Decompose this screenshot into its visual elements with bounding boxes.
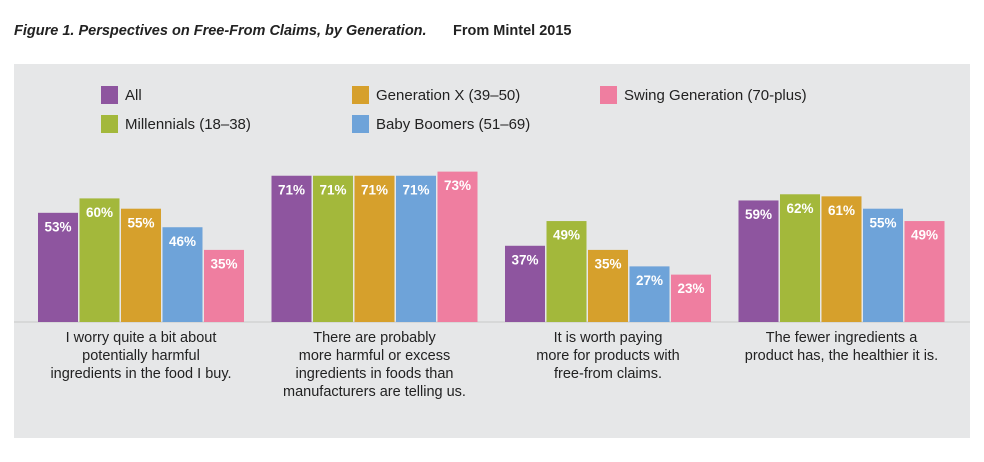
value-label: 71%: [319, 182, 346, 197]
category-label: It is worth paying more for products wit…: [536, 330, 680, 382]
bar: [396, 175, 436, 322]
bar: [313, 175, 353, 322]
value-label: 49%: [911, 228, 938, 243]
value-label: 23%: [677, 281, 704, 296]
legend-swatch: [101, 115, 118, 133]
bar: [588, 249, 628, 322]
bar: [271, 175, 312, 322]
bar: [505, 245, 545, 322]
value-label: 60%: [86, 205, 113, 220]
value-label: 49%: [553, 228, 580, 243]
legend-label: Swing Generation (70-plus): [624, 87, 807, 104]
chart-title: Figure 1. Perspectives on Free-From Clai…: [14, 23, 427, 39]
value-label: 71%: [278, 182, 305, 197]
value-label: 61%: [828, 203, 855, 218]
value-label: 35%: [210, 256, 237, 271]
category-label: I worry quite a bit about potentially ha…: [50, 330, 232, 382]
value-label: 71%: [402, 182, 429, 197]
bar: [821, 196, 862, 322]
value-label: 53%: [44, 219, 71, 234]
value-label: 62%: [786, 201, 813, 216]
value-label: 37%: [511, 252, 538, 267]
bar: [121, 208, 161, 322]
legend-label: Baby Boomers (51–69): [376, 116, 530, 133]
legend-swatch: [600, 86, 617, 104]
chart-source: From Mintel 2015: [453, 23, 571, 39]
bar: [629, 266, 670, 322]
bar: [671, 274, 711, 322]
bar: [780, 194, 820, 322]
category-label: The fewer ingredients a product has, the…: [744, 330, 939, 364]
bar: [79, 198, 120, 322]
legend-swatch: [352, 115, 369, 133]
legend-swatch: [101, 86, 118, 104]
value-label: 55%: [127, 215, 154, 230]
value-label: 55%: [869, 215, 896, 230]
bar: [904, 221, 945, 322]
category-label: There are probably more harmful or exces…: [283, 330, 466, 400]
legend-label: All: [125, 87, 142, 104]
value-label: 73%: [444, 178, 471, 193]
legend-label: Generation X (39–50): [376, 87, 520, 104]
legend-label: Millennials (18–38): [125, 116, 251, 133]
bar: [204, 249, 244, 322]
bar: [38, 212, 78, 322]
bar: [162, 227, 203, 322]
bar: [354, 175, 395, 322]
value-label: 71%: [361, 182, 388, 197]
value-label: 59%: [745, 207, 772, 222]
bar: [863, 208, 903, 322]
legend-swatch: [352, 86, 369, 104]
value-label: 46%: [169, 234, 196, 249]
bar: [738, 200, 779, 322]
bar: [546, 221, 587, 322]
value-label: 35%: [594, 256, 621, 271]
bar: [437, 171, 478, 322]
value-label: 27%: [636, 273, 663, 288]
